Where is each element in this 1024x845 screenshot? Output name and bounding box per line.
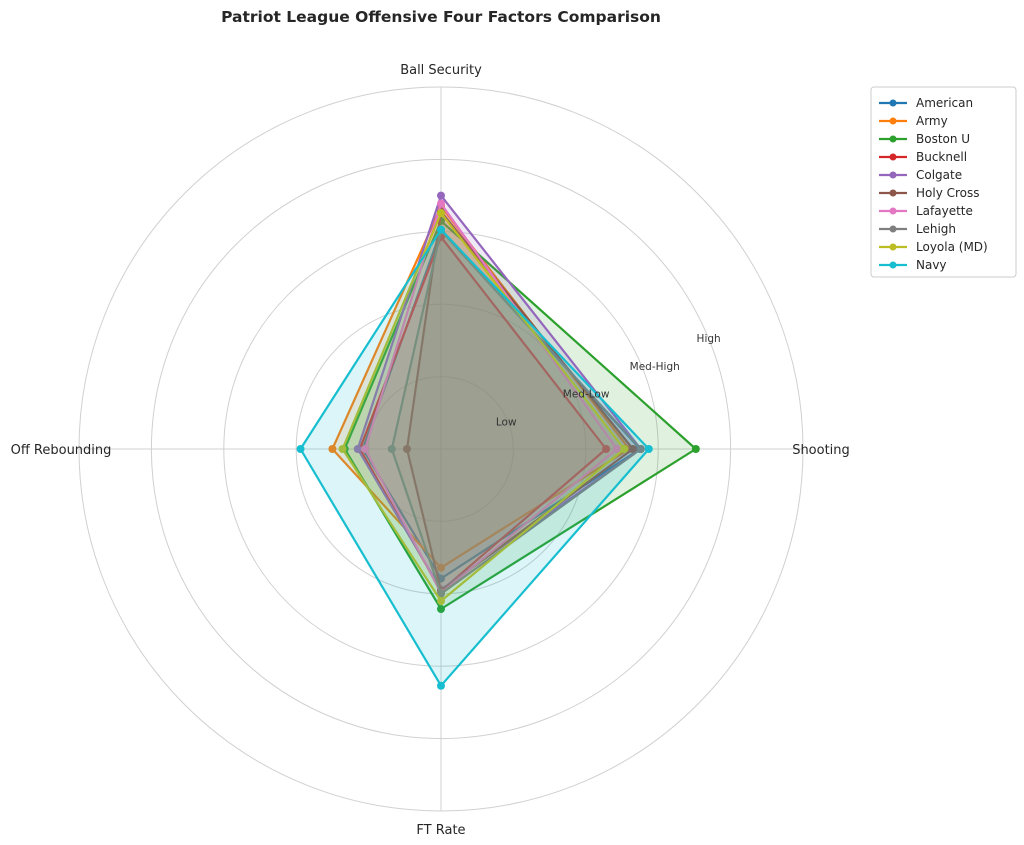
data-point — [644, 445, 653, 453]
series-lafayette — [360, 199, 621, 598]
legend-swatch-marker — [889, 171, 897, 179]
legend-item: Lehigh — [879, 222, 956, 236]
series-fill — [362, 230, 641, 579]
series-fill — [300, 229, 649, 686]
legend-item: Colgate — [879, 168, 962, 182]
axis-label: Shooting — [792, 443, 850, 458]
data-point — [691, 445, 700, 453]
legend-swatch-marker — [889, 135, 897, 143]
series-fill — [344, 220, 696, 609]
legend-label: Boston U — [916, 132, 970, 146]
data-point — [402, 445, 411, 453]
legend-label: Navy — [916, 258, 947, 272]
legend-label: Loyola (MD) — [916, 240, 988, 254]
legend-label: Lehigh — [916, 222, 956, 236]
series-fill — [407, 211, 633, 591]
series-loyola-md- — [338, 208, 629, 606]
data-point — [437, 681, 445, 690]
legend-label: American — [916, 96, 973, 110]
data-point — [437, 597, 445, 606]
data-point — [602, 445, 611, 453]
data-point — [296, 445, 305, 453]
legend-item: Bucknell — [879, 150, 967, 164]
series-fill — [359, 236, 607, 591]
legend-swatch-marker — [889, 225, 897, 233]
legend-swatch-marker — [889, 189, 897, 197]
chart-title: Patriot League Offensive Four Factors Co… — [221, 8, 661, 26]
legend-item: Holy Cross — [879, 186, 980, 200]
legend-swatch-marker — [889, 261, 897, 269]
legend-label: Army — [916, 114, 948, 128]
radar-grid — [78, 86, 804, 812]
data-point — [437, 563, 445, 572]
data-point — [437, 589, 445, 598]
legend-item: American — [879, 96, 973, 110]
ring-label: Med-Low — [563, 389, 610, 401]
radar-series — [296, 191, 700, 690]
axis-label: Off Rebounding — [11, 443, 112, 458]
data-point — [328, 445, 337, 453]
data-point — [437, 199, 445, 208]
data-point — [437, 191, 445, 200]
legend-item: Army — [879, 114, 948, 128]
legend-swatch-marker — [889, 243, 897, 251]
data-point — [437, 208, 445, 217]
legend-item: Loyola (MD) — [879, 240, 988, 254]
legend: American Army Boston U Bucknell Colgate Holy … — [870, 86, 1017, 278]
ring-labels: Low Med-Low Med-High High — [496, 333, 721, 428]
legend-swatch-marker — [889, 117, 897, 125]
axis-label: FT Rate — [416, 823, 465, 838]
axis-label: Ball Security — [400, 63, 482, 78]
legend-item: Lafayette — [879, 204, 973, 218]
data-point — [636, 445, 645, 453]
legend-swatch-marker — [889, 207, 897, 215]
axis-labels: Shooting Ball Security Off Rebounding FT Ra… — [11, 63, 850, 838]
data-point — [437, 605, 445, 614]
data-point — [612, 445, 621, 453]
legend-label: Lafayette — [916, 204, 973, 218]
series-fill — [342, 213, 625, 601]
ring-label: High — [697, 333, 721, 345]
ring-label: Low — [496, 416, 517, 428]
data-point — [338, 445, 347, 453]
legend-swatch-marker — [889, 99, 897, 107]
data-point — [353, 445, 362, 453]
legend-label: Holy Cross — [916, 186, 980, 200]
data-point — [628, 445, 637, 453]
legend-frame — [870, 86, 1017, 278]
data-point — [437, 225, 445, 234]
data-point — [620, 445, 629, 453]
legend-swatch-marker — [889, 153, 897, 161]
legend-item: Boston U — [879, 132, 970, 146]
data-point — [360, 445, 369, 453]
data-point — [387, 445, 396, 453]
ring-label: Med-High — [630, 361, 680, 373]
series-navy — [296, 225, 653, 690]
legend-label: Bucknell — [916, 150, 967, 164]
legend-label: Colgate — [916, 168, 962, 182]
series-fill — [365, 203, 617, 594]
series-fill — [391, 230, 641, 594]
legend-item: Navy — [879, 258, 947, 272]
